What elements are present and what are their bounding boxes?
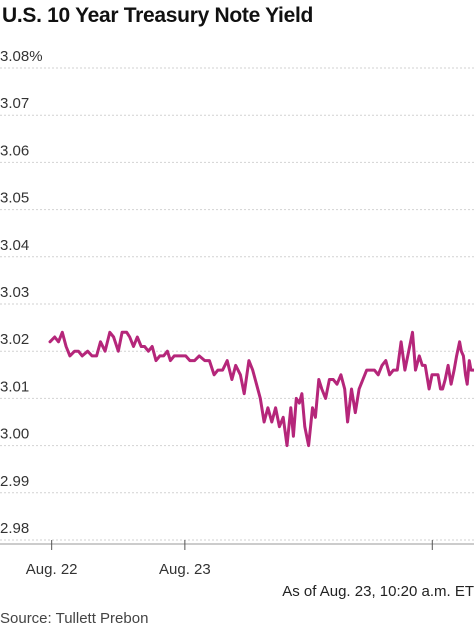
as-of-timestamp: As of Aug. 23, 10:20 a.m. ET <box>282 583 474 600</box>
y-tick-label: 3.08% <box>0 48 43 65</box>
chart-title: U.S. 10 Year Treasury Note Yield <box>2 4 314 27</box>
x-tick-label: Aug. 23 <box>159 561 211 578</box>
y-tick-label: 3.05 <box>0 190 29 207</box>
y-tick-label: 3.04 <box>0 237 29 254</box>
y-tick-label: 3.01 <box>0 378 29 395</box>
gridlines <box>0 67 474 541</box>
y-tick-label: 3.02 <box>0 331 29 348</box>
x-tick-label: Aug. 22 <box>26 561 78 578</box>
x-axis: Aug. 22 Aug. 23 <box>0 540 474 578</box>
y-tick-label: 3.07 <box>0 95 29 112</box>
y-tick-label: 3.06 <box>0 142 29 159</box>
y-tick-label: 3.03 <box>0 284 29 301</box>
y-axis-ticks: 3.08% 3.07 3.06 3.05 3.04 3.03 3.02 3.01 3.00 2.9… <box>0 48 43 537</box>
source-note: Source: Tullett Prebon <box>0 610 149 627</box>
y-tick-label: 2.98 <box>0 520 29 537</box>
yield-series-line <box>48 330 474 448</box>
y-tick-label: 2.99 <box>0 473 29 490</box>
y-tick-label: 3.00 <box>0 426 29 443</box>
